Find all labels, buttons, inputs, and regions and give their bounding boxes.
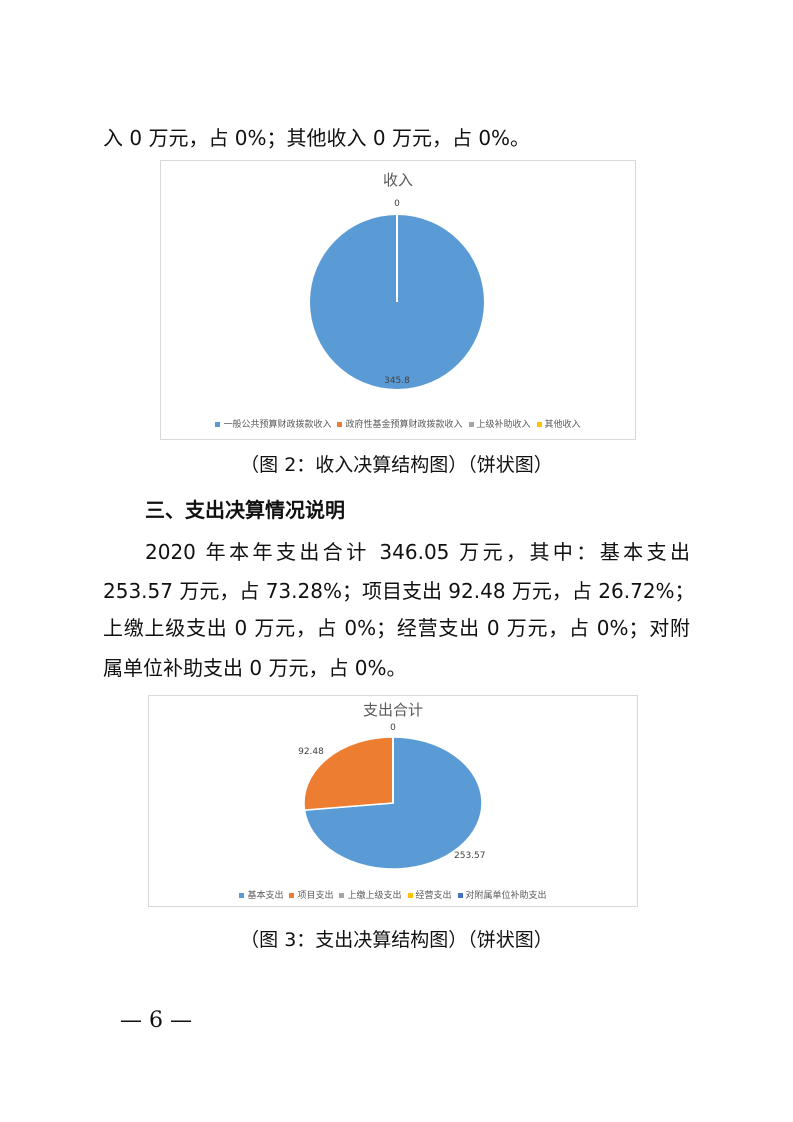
chart-legend: 一般公共预算财政拨款收入 政府性基金预算财政拨款收入 上级补助收入 其他收入 bbox=[161, 417, 635, 430]
data-label: 0 bbox=[390, 723, 396, 733]
legend-swatch bbox=[339, 893, 345, 898]
legend-item: 政府性基金预算财政拨款收入 bbox=[337, 420, 463, 430]
legend-label: 项目支出 bbox=[297, 891, 334, 901]
chart-title: 支出合计 bbox=[362, 701, 423, 719]
legend-swatch bbox=[215, 422, 221, 427]
legend-item: 项目支出 bbox=[289, 891, 333, 901]
pie-slice bbox=[303, 736, 394, 811]
body-text-line: 253.57 万元，占 73.28%；项目支出 92.48 万元，占 26.72… bbox=[103, 579, 695, 603]
legend-swatch bbox=[468, 422, 474, 427]
legend-label: 经营支出 bbox=[415, 891, 452, 901]
data-label: 0 bbox=[394, 199, 400, 209]
data-label: 345.8 bbox=[384, 376, 410, 386]
legend-swatch bbox=[289, 893, 295, 898]
expenditure-pie-chart: 支出合计 253.57 92.48 0 基本支出 项目支出 上缴上级支出 经营支出 对附属单… bbox=[148, 695, 638, 907]
legend-swatch bbox=[239, 893, 245, 898]
legend-swatch bbox=[536, 422, 542, 427]
income-pie-chart: 收入 345.8 0 一般公共预算财政拨款收入 政府性基金预算财政拨款收入 上级补助收… bbox=[160, 160, 636, 440]
body-text-line: 上缴上级支出 0 万元，占 0%；经营支出 0 万元，占 0%；对附 bbox=[103, 616, 690, 640]
legend-item: 基本支出 bbox=[239, 891, 283, 901]
legend-item: 上级补助收入 bbox=[468, 420, 531, 430]
legend-item: 一般公共预算财政拨款收入 bbox=[215, 420, 331, 430]
legend-label: 基本支出 bbox=[247, 891, 284, 901]
page-number: — 6 — bbox=[120, 1008, 192, 1033]
body-text-line: 入 0 万元，占 0%；其他收入 0 万元，占 0%。 bbox=[103, 126, 531, 150]
legend-label: 其他收入 bbox=[544, 420, 581, 430]
figure-caption: （图 3：支出决算结构图）（饼状图） bbox=[240, 929, 553, 951]
data-label: 253.57 bbox=[454, 851, 486, 861]
legend-swatch bbox=[337, 422, 343, 427]
body-text-line: 2020 年本年支出合计 346.05 万元，其中：基本支出 bbox=[145, 540, 690, 564]
legend-label: 上缴上级支出 bbox=[347, 891, 402, 901]
figure-caption: （图 2：收入决算结构图）（饼状图） bbox=[240, 454, 553, 476]
income-pie-svg: 345.80 bbox=[310, 199, 484, 389]
expenditure-pie-svg: 253.57 92.48 0 bbox=[298, 723, 486, 870]
legend-item: 经营支出 bbox=[407, 891, 452, 901]
legend-swatch bbox=[407, 893, 413, 898]
legend-swatch bbox=[457, 893, 463, 898]
legend-label: 一般公共预算财政拨款收入 bbox=[223, 420, 332, 430]
legend-item: 上缴上级支出 bbox=[339, 891, 402, 901]
legend-label: 对附属单位补助支出 bbox=[465, 891, 547, 901]
legend-item: 其他收入 bbox=[536, 420, 581, 430]
chart-legend: 基本支出 项目支出 上缴上级支出 经营支出 对附属单位补助支出 bbox=[149, 888, 637, 901]
body-text-line: 属单位补助支出 0 万元，占 0%。 bbox=[103, 656, 407, 680]
chart-title: 收入 bbox=[382, 171, 413, 189]
data-label: 92.48 bbox=[298, 747, 324, 757]
section-heading: 三、支出决算情况说明 bbox=[145, 498, 345, 522]
legend-item: 对附属单位补助支出 bbox=[457, 891, 547, 901]
legend-label: 上级补助收入 bbox=[476, 420, 531, 430]
legend-label: 政府性基金预算财政拨款收入 bbox=[345, 420, 463, 430]
